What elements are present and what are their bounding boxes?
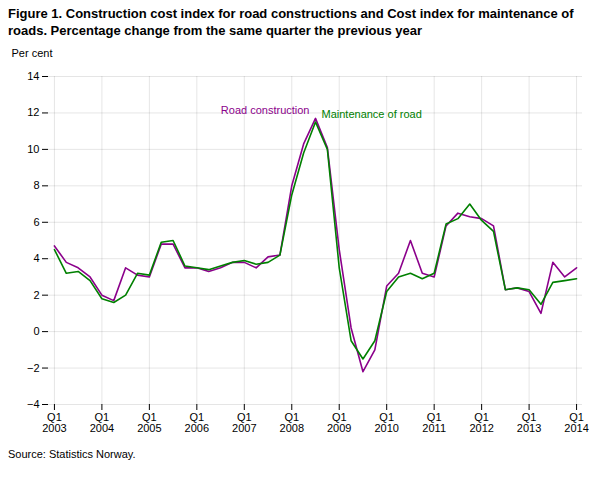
svg-text:Maintenance of road: Maintenance of road xyxy=(322,107,422,119)
svg-text:Q12005: Q12005 xyxy=(137,411,161,434)
svg-text:Q12012: Q12012 xyxy=(469,411,493,434)
svg-text:Per cent: Per cent xyxy=(12,47,53,59)
svg-text:−2: −2 xyxy=(27,361,40,373)
svg-text:14: 14 xyxy=(27,70,39,82)
svg-text:Road construction: Road construction xyxy=(221,104,310,116)
svg-text:2: 2 xyxy=(33,288,39,300)
svg-text:Q12010: Q12010 xyxy=(374,411,398,434)
svg-text:Q12007: Q12007 xyxy=(232,411,256,434)
svg-text:4: 4 xyxy=(33,252,39,264)
svg-text:Q12014: Q12014 xyxy=(564,411,588,434)
svg-text:6: 6 xyxy=(33,216,39,228)
svg-text:Q12011: Q12011 xyxy=(422,411,446,434)
svg-text:Q12004: Q12004 xyxy=(90,411,114,434)
html-text:Source: Statistics Norway.: Source: Statistics Norway. xyxy=(8,447,136,460)
svg-text:8: 8 xyxy=(33,179,39,191)
svg-text:Q12013: Q12013 xyxy=(517,411,541,434)
svg-text:10: 10 xyxy=(27,143,39,155)
svg-text:Q12009: Q12009 xyxy=(327,411,351,434)
svg-text:0: 0 xyxy=(33,325,39,337)
svg-text:Q12008: Q12008 xyxy=(280,411,304,434)
svg-text:12: 12 xyxy=(27,106,39,118)
svg-text:Q12003: Q12003 xyxy=(42,411,66,434)
svg-text:Q12006: Q12006 xyxy=(185,411,209,434)
svg-text:−4: −4 xyxy=(27,398,40,410)
html-text:Figure 1. Construction cost in: Figure 1. Construction cost index for ro… xyxy=(8,6,574,38)
